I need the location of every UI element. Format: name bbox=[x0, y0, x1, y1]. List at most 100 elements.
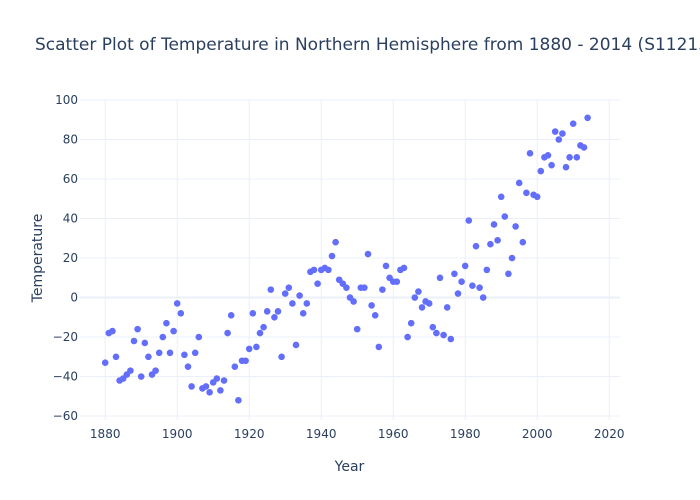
data-point[interactable] bbox=[407, 319, 415, 327]
data-point[interactable] bbox=[314, 280, 321, 288]
data-point[interactable] bbox=[537, 167, 545, 175]
data-point[interactable] bbox=[371, 312, 379, 319]
data-point[interactable] bbox=[249, 310, 257, 317]
data-point[interactable] bbox=[227, 312, 235, 319]
data-point[interactable] bbox=[508, 254, 516, 262]
data-point[interactable] bbox=[130, 337, 138, 345]
data-point[interactable] bbox=[188, 383, 195, 390]
data-point[interactable] bbox=[472, 242, 480, 250]
data-point[interactable] bbox=[526, 150, 534, 157]
data-point[interactable] bbox=[310, 266, 318, 274]
data-point[interactable] bbox=[379, 286, 386, 293]
data-point[interactable] bbox=[569, 120, 577, 128]
data-point[interactable] bbox=[191, 349, 199, 357]
data-point[interactable] bbox=[580, 144, 588, 151]
data-point[interactable] bbox=[289, 300, 296, 307]
data-point[interactable] bbox=[350, 298, 357, 305]
data-point[interactable] bbox=[127, 367, 134, 374]
data-point[interactable] bbox=[501, 213, 509, 220]
data-point[interactable] bbox=[253, 343, 260, 351]
data-point[interactable] bbox=[299, 310, 307, 317]
data-point[interactable] bbox=[170, 327, 177, 335]
data-point[interactable] bbox=[533, 193, 541, 201]
data-point[interactable] bbox=[548, 161, 555, 169]
data-point[interactable] bbox=[393, 278, 401, 286]
data-point[interactable] bbox=[523, 189, 530, 197]
data-point[interactable] bbox=[303, 300, 311, 307]
data-point[interactable] bbox=[202, 383, 210, 390]
data-point[interactable] bbox=[332, 238, 339, 246]
data-point[interactable] bbox=[217, 387, 224, 394]
data-point[interactable] bbox=[505, 270, 512, 278]
data-point[interactable] bbox=[267, 286, 275, 293]
data-point[interactable] bbox=[515, 179, 523, 187]
data-point[interactable] bbox=[429, 323, 437, 331]
data-point[interactable] bbox=[231, 363, 239, 370]
data-point[interactable] bbox=[245, 345, 253, 353]
data-point[interactable] bbox=[519, 238, 527, 246]
data-point[interactable] bbox=[487, 240, 494, 248]
data-point[interactable] bbox=[559, 130, 566, 137]
data-point[interactable] bbox=[364, 250, 372, 258]
data-point[interactable] bbox=[213, 375, 221, 382]
data-point[interactable] bbox=[443, 304, 451, 311]
data-point[interactable] bbox=[562, 163, 570, 171]
data-point[interactable] bbox=[112, 353, 120, 361]
data-point[interactable] bbox=[458, 278, 465, 286]
data-point[interactable] bbox=[447, 335, 455, 343]
data-point[interactable] bbox=[101, 359, 109, 367]
data-point[interactable] bbox=[469, 282, 476, 289]
data-point[interactable] bbox=[235, 396, 242, 404]
data-point[interactable] bbox=[285, 284, 293, 291]
data-point[interactable] bbox=[343, 284, 350, 291]
data-point[interactable] bbox=[173, 300, 181, 307]
data-point[interactable] bbox=[418, 304, 426, 311]
data-point[interactable] bbox=[404, 333, 411, 341]
data-point[interactable] bbox=[296, 292, 303, 299]
data-point[interactable] bbox=[440, 331, 447, 339]
data-point[interactable] bbox=[163, 319, 170, 327]
data-point[interactable] bbox=[328, 252, 336, 260]
data-point[interactable] bbox=[145, 353, 152, 361]
data-point[interactable] bbox=[155, 349, 163, 357]
data-point[interactable] bbox=[260, 323, 267, 331]
data-point[interactable] bbox=[382, 262, 390, 270]
data-point[interactable] bbox=[256, 329, 264, 337]
data-point[interactable] bbox=[494, 236, 501, 244]
data-point[interactable] bbox=[497, 193, 505, 201]
data-point[interactable] bbox=[281, 290, 289, 297]
data-point[interactable] bbox=[361, 284, 368, 291]
data-point[interactable] bbox=[465, 217, 473, 224]
data-point[interactable] bbox=[141, 339, 149, 347]
data-point[interactable] bbox=[325, 266, 332, 274]
data-point[interactable] bbox=[274, 308, 282, 315]
data-point[interactable] bbox=[461, 262, 469, 270]
data-point[interactable] bbox=[544, 152, 552, 159]
data-point[interactable] bbox=[415, 288, 422, 295]
data-point[interactable] bbox=[479, 294, 487, 301]
data-point[interactable] bbox=[263, 308, 271, 315]
data-point[interactable] bbox=[271, 313, 278, 321]
data-point[interactable] bbox=[436, 274, 444, 282]
data-point[interactable] bbox=[451, 270, 458, 278]
data-point[interactable] bbox=[512, 223, 519, 230]
data-point[interactable] bbox=[368, 302, 375, 309]
data-point[interactable] bbox=[166, 349, 174, 357]
data-point[interactable] bbox=[411, 294, 419, 301]
data-point[interactable] bbox=[353, 325, 361, 333]
data-point[interactable] bbox=[152, 367, 159, 374]
data-point[interactable] bbox=[278, 353, 285, 361]
data-point[interactable] bbox=[375, 343, 383, 351]
data-point[interactable] bbox=[476, 284, 483, 291]
data-point[interactable] bbox=[483, 266, 491, 274]
data-point[interactable] bbox=[159, 333, 167, 341]
data-point[interactable] bbox=[584, 114, 591, 122]
data-point[interactable] bbox=[181, 351, 188, 359]
data-point[interactable] bbox=[425, 300, 433, 307]
data-point[interactable] bbox=[454, 290, 462, 297]
data-point[interactable] bbox=[400, 264, 408, 272]
data-point[interactable] bbox=[433, 329, 440, 337]
data-point[interactable] bbox=[184, 363, 192, 370]
data-point[interactable] bbox=[224, 329, 231, 337]
data-point[interactable] bbox=[206, 389, 213, 396]
